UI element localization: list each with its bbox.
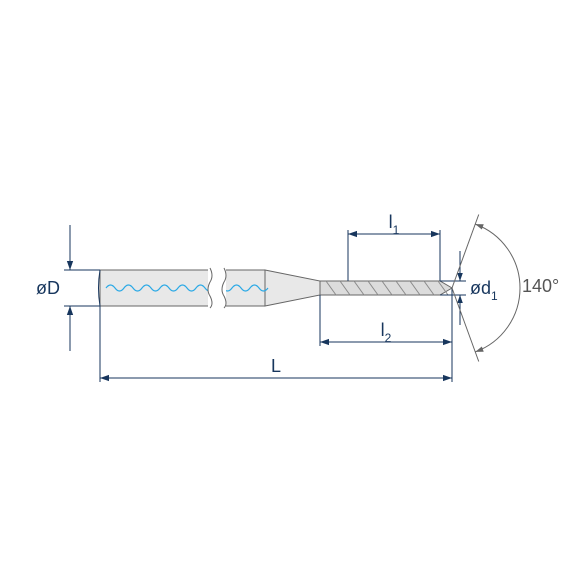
svg-text:140°: 140° [522,276,559,296]
svg-text:l1: l1 [389,212,400,237]
svg-text:øD: øD [36,278,60,298]
svg-text:l2: l2 [381,320,392,345]
svg-text:L: L [271,356,281,376]
svg-text:ød1: ød1 [470,278,498,303]
